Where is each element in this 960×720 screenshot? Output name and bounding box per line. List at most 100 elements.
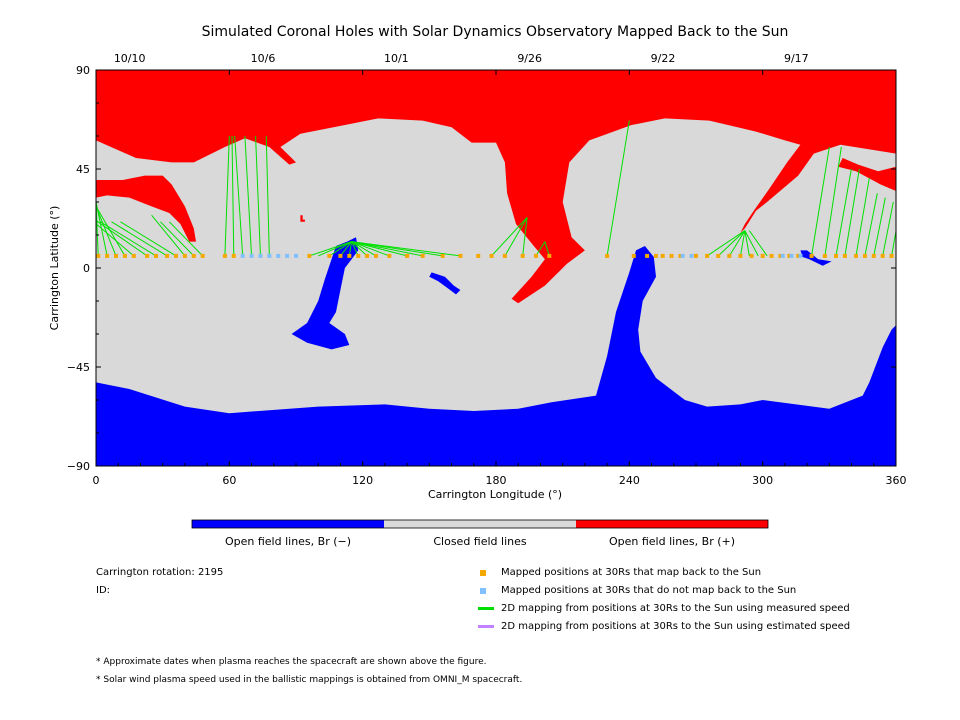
mapped-back-point	[307, 253, 312, 258]
mapping-line	[606, 120, 630, 256]
colorbar-label: Closed field lines	[433, 535, 527, 548]
mapping-line	[234, 135, 244, 256]
mapped-back-point	[678, 253, 683, 258]
mapped-back-point	[727, 253, 732, 258]
x-tick-label: 180	[486, 474, 507, 487]
mapping-line	[824, 146, 842, 256]
legend-measured-speed: 2D mapping from positions at 30Rs to the…	[478, 603, 850, 614]
mapping-line	[873, 197, 886, 256]
legend-not-mapped: Mapped positions at 30Rs that do not map…	[478, 585, 796, 596]
y-tick-label: 0	[83, 262, 90, 275]
mapping-line	[265, 135, 270, 256]
x-tick-label: 300	[752, 474, 773, 487]
mapped-back-point	[405, 253, 410, 258]
mapping-line	[351, 241, 408, 257]
colorbar-segment	[384, 520, 576, 528]
mapped-back-point	[231, 253, 236, 258]
mapped-back-point	[182, 253, 187, 258]
mapping-line	[491, 217, 528, 257]
mapped-back-point	[669, 253, 674, 258]
mapping-line	[96, 206, 117, 257]
x-tick-label: 240	[619, 474, 640, 487]
y-tick-label: 90	[76, 64, 90, 77]
mapping-line	[811, 146, 830, 256]
mapping-line	[891, 228, 896, 256]
mapped-back-point	[631, 253, 636, 258]
mapped-back-point	[154, 253, 158, 258]
mapping-line	[168, 221, 204, 257]
mapping-line	[120, 221, 177, 257]
region-small-negative-hole	[429, 272, 461, 295]
top-date-label: 10/6	[251, 52, 276, 65]
mapping-line	[348, 241, 353, 256]
mapping-line	[717, 230, 746, 257]
mapped-back-point	[880, 253, 885, 258]
mapping-line	[728, 230, 746, 257]
mapped-back-point	[694, 253, 698, 258]
mapped-back-point	[327, 253, 332, 258]
x-tick-label: 360	[886, 474, 907, 487]
mapping-line	[244, 135, 253, 256]
y-tick-label: −90	[67, 460, 90, 473]
not-mapped-point	[798, 253, 803, 258]
region-central-negative-hole	[291, 237, 359, 350]
legend-label: Mapped positions at 30Rs that map back t…	[501, 567, 762, 578]
mapped-back-point	[145, 253, 150, 258]
region-north-positive-speck	[300, 215, 305, 222]
mapping-line	[744, 230, 759, 257]
x-tick-label: 60	[222, 474, 236, 487]
mapped-back-point	[96, 253, 101, 258]
legend-label: 2D mapping from positions at 30Rs to the…	[501, 621, 851, 632]
mapping-line	[535, 241, 546, 257]
mapped-back-point	[387, 253, 392, 258]
mapping-line	[340, 241, 352, 257]
mapped-back-point	[605, 253, 610, 258]
region-south-negative-polar	[96, 246, 896, 466]
mapped-back-point	[191, 253, 196, 258]
mapping-line	[835, 168, 852, 256]
region-north-positive-tongue-left	[96, 175, 196, 242]
legend-estimated-speed: 2D mapping from positions at 30Rs to the…	[478, 621, 850, 632]
mapped-back-point	[174, 253, 178, 258]
not-mapped-point	[285, 253, 290, 258]
not-mapped-point	[240, 253, 245, 258]
mapping-line	[844, 168, 860, 256]
mapped-positions	[96, 253, 894, 258]
colorbar-segment	[192, 520, 384, 528]
mapped-back-point	[489, 253, 494, 258]
mapped-back-point	[131, 253, 136, 258]
mapping-line	[864, 193, 878, 256]
top-date-label: 10/10	[114, 52, 146, 65]
mapped-back-point	[200, 253, 205, 258]
not-mapped-point	[680, 253, 685, 258]
mapped-back-point	[502, 253, 507, 258]
mapped-back-point	[222, 253, 227, 258]
mapped-back-point	[374, 253, 378, 258]
mapped-back-point	[420, 253, 425, 258]
legend-label: 2D mapping from positions at 30Rs to the…	[501, 603, 850, 614]
region-negative-speck-right	[800, 250, 832, 266]
not-mapped-point	[249, 253, 254, 258]
mapping-line	[96, 206, 126, 257]
note-speed: * Solar wind plasma speed used in the ba…	[96, 675, 523, 685]
mapping-line	[351, 241, 368, 257]
mapped-back-point	[105, 253, 110, 258]
mapped-back-point	[760, 253, 765, 258]
not-mapped-point	[276, 253, 281, 258]
mapped-back-point	[547, 253, 552, 258]
mapping-line	[544, 241, 550, 257]
mapped-back-point	[654, 253, 658, 258]
mapping-line	[100, 221, 157, 257]
mapped-back-point	[347, 253, 352, 258]
mapped-back-point	[114, 253, 118, 258]
not-mapped-point	[267, 253, 272, 258]
mapped-back-point	[809, 253, 814, 258]
not-mapped-point	[294, 253, 298, 258]
purple-line-icon	[478, 625, 494, 628]
x-tick-label: 0	[93, 474, 100, 487]
y-tick-label: −45	[67, 361, 90, 374]
colorbar-frame	[191, 519, 769, 529]
mapped-back-point	[778, 253, 783, 258]
legend-label: Mapped positions at 30Rs that do not map…	[501, 585, 797, 596]
